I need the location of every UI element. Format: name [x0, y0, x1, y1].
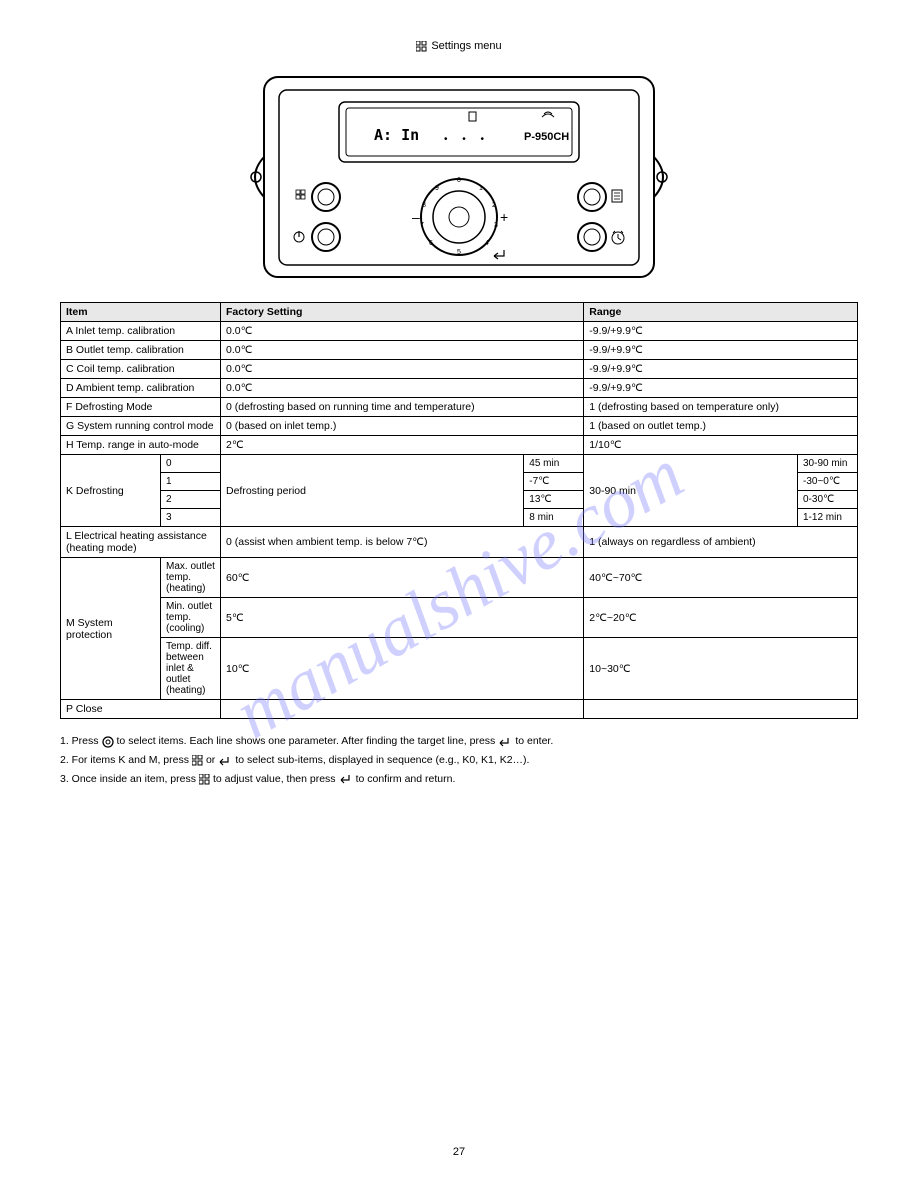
footer-line3-a: 3. Once inside an item, press — [60, 772, 196, 788]
footer-line3-c: to confirm and return. — [356, 772, 456, 788]
table-row: A Inlet temp. calibration0.0℃-9.9/+9.9℃ — [61, 322, 858, 341]
col-range: Range — [584, 303, 858, 322]
svg-text:1: 1 — [479, 185, 483, 192]
svg-text:• • •: • • • — [444, 134, 490, 145]
k-group-label: K Defrosting — [61, 455, 161, 527]
col-factory: Factory Setting — [221, 303, 584, 322]
svg-text:9: 9 — [435, 185, 439, 192]
table-row: Min. outlet temp. (cooling) 5℃ 2℃~20℃ — [61, 598, 858, 638]
footer-line2-a: 2. For items K and M, press — [60, 753, 189, 769]
enter-arrow-icon — [339, 774, 353, 784]
svg-text:5: 5 — [457, 249, 461, 256]
table-row: D Ambient temp. calibration0.0℃-9.9/+9.9… — [61, 379, 858, 398]
table-row: B Outlet temp. calibration0.0℃-9.9/+9.9℃ — [61, 341, 858, 360]
footer-instructions: 1. Press to select items. Each line show… — [60, 734, 858, 787]
footer-line2-b: or — [206, 753, 215, 769]
table-row: L Electrical heating assistance (heating… — [61, 527, 858, 558]
enter-arrow-icon — [498, 737, 512, 747]
table-row: F Defrosting Mode0 (defrosting based on … — [61, 398, 858, 417]
table-row: K Defrosting 0 Defrosting period 45 min … — [61, 455, 858, 473]
enter-arrow-icon — [218, 756, 232, 766]
svg-text:0: 0 — [457, 177, 461, 184]
svg-text:3: 3 — [494, 222, 498, 229]
device-illustration: A: In • • • P-950CH 0 1 2 — [60, 72, 858, 282]
page-header: Settings menu — [60, 40, 858, 52]
svg-text:8: 8 — [422, 202, 426, 209]
table-row: P Close — [61, 700, 858, 719]
grid-settings-icon — [199, 774, 210, 785]
menu-title-label: Settings menu — [431, 40, 501, 52]
svg-text:P-950CH: P-950CH — [524, 131, 569, 143]
svg-text:4: 4 — [485, 240, 489, 247]
table-row: H Temp. range in auto-mode2℃1/10℃ — [61, 436, 858, 455]
table-header-row: Item Factory Setting Range — [61, 303, 858, 322]
svg-text:+: + — [500, 209, 508, 225]
page-number: 27 — [0, 1146, 918, 1158]
grid-settings-icon — [192, 755, 203, 766]
table-row: M System protection Max. outlet temp. (h… — [61, 558, 858, 598]
dial-icon — [102, 736, 114, 748]
svg-text:6: 6 — [429, 240, 433, 247]
footer-line3-b: to adjust value, then press — [213, 772, 336, 788]
footer-line1-a: 1. Press — [60, 734, 99, 750]
device-svg: A: In • • • P-950CH 0 1 2 — [244, 72, 674, 282]
footer-line2-c: to select sub-items, displayed in sequen… — [235, 753, 529, 769]
settings-table: Item Factory Setting Range A Inlet temp.… — [60, 302, 858, 719]
table-row: G System running control mode0 (based on… — [61, 417, 858, 436]
col-item: Item — [61, 303, 221, 322]
svg-text:2: 2 — [492, 202, 496, 209]
svg-text:7: 7 — [420, 222, 424, 229]
table-row: C Coil temp. calibration0.0℃-9.9/+9.9℃ — [61, 360, 858, 379]
footer-line1-c: to enter. — [515, 734, 553, 750]
table-row: Temp. diff. between inlet & outlet (heat… — [61, 638, 858, 700]
svg-text:A: In: A: In — [374, 126, 419, 144]
footer-line1-b: to select items. Each line shows one par… — [117, 734, 496, 750]
svg-text:–: – — [412, 209, 420, 225]
m-group-label: M System protection — [61, 558, 161, 700]
grid-settings-icon — [416, 41, 427, 52]
